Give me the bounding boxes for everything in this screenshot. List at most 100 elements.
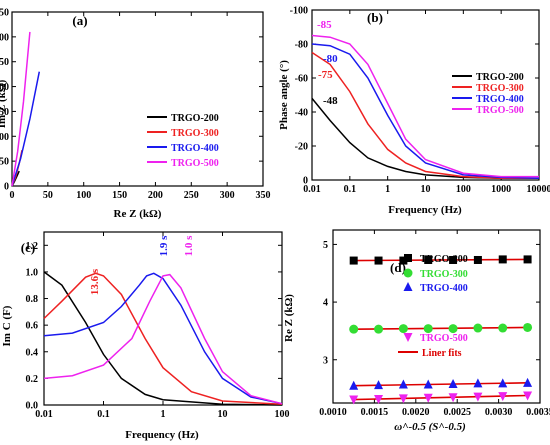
legend-label: TRGO-400 [171,143,219,154]
data-point [498,378,508,388]
data-point [374,394,384,404]
y-tick-label: 250 [0,57,9,68]
y-tick-label: 350 [0,8,9,19]
y-tick-label: -40 [295,108,308,119]
x-tick-label: 0.1 [344,184,357,195]
series-line [311,51,539,180]
data-point [448,393,458,403]
y-tick-label: 300 [0,32,9,43]
x-axis-label: Re Z (kΩ) [114,208,162,220]
data-point [473,378,483,388]
panel-c-frame [43,231,283,406]
data-annotation: 1.0 s [183,235,195,257]
data-point [423,379,433,389]
data-point [374,256,383,265]
x-axis-label: ω^-0.5 (S^-0.5) [394,421,466,433]
data-point [523,322,533,332]
x-tick-label: 100 [275,409,290,420]
data-annotation: -75 [318,69,333,81]
legend-label: TRGO-400 [476,94,524,105]
x-tick-label: 0.0015 [361,407,389,418]
y-tick-label: 1.2 [26,241,39,252]
data-point [498,392,508,402]
data-point [398,324,408,334]
panel-d-frame [332,229,541,404]
legend-label: TRGO-200 [420,254,468,265]
panel-label: (a) [72,13,87,28]
y-tick-label: 100 [0,132,9,143]
x-tick-label: 0.1 [97,409,110,420]
data-point [448,324,458,334]
data-point [448,378,458,388]
data-annotation: -85 [317,19,332,31]
x-tick-label: 0.01 [35,409,53,420]
series-line [43,273,283,405]
legend-label: Liner fits [422,348,462,359]
x-axis-label: Frequency (Hz) [125,429,199,441]
data-point [498,323,508,333]
x-tick-label: 0.01 [303,184,321,195]
data-annotation: 1.9 s [158,235,170,257]
y-tick-label: -20 [295,142,308,153]
data-annotation: -80 [323,53,338,65]
data-point [473,392,483,402]
data-point [374,324,384,334]
fit-line [353,382,528,387]
series-line [311,34,539,178]
y-tick-label: 50 [0,157,9,168]
data-point [398,394,408,404]
y-tick-label: -100 [290,6,308,17]
fit-line [353,258,528,262]
y-tick-label: 0.4 [26,347,39,358]
series-line [43,272,283,406]
y-tick-label: 3 [323,355,328,366]
data-point [523,377,533,387]
y-tick-label: 5 [323,240,328,251]
x-tick-label: 10 [421,184,431,195]
legend-label: TRGO-500 [420,333,468,344]
data-point [399,256,408,265]
x-tick-label: 0.0010 [319,407,347,418]
x-axis-label: Frequency (Hz) [388,204,462,216]
legend-marker [403,282,413,291]
data-point [523,255,532,264]
panel-a-frame [11,11,264,187]
data-point [349,324,359,334]
y-axis-label: Im C (F) [1,305,13,346]
series-line [311,43,540,180]
legend-label: TRGO-300 [171,128,219,139]
x-tick-label: 0.0020 [402,407,430,418]
panel-label: (c) [21,240,35,255]
legend-label: TRGO-200 [171,113,219,124]
legend-label: TRGO-400 [420,283,468,294]
y-tick-label: 1.0 [26,267,39,278]
x-tick-label: 1 [161,409,166,420]
data-point [423,393,433,403]
data-point [349,395,359,405]
x-tick-label: 250 [184,190,199,201]
x-tick-label: 300 [220,190,235,201]
y-tick-label: 0 [4,182,9,193]
legend-label: TRGO-200 [476,72,524,83]
data-point [423,324,433,334]
data-point [424,255,433,264]
x-tick-label: 10000 [527,184,550,195]
y-axis-label: Re Z (kΩ) [283,294,295,342]
data-point [374,380,384,390]
x-tick-label: 0.0030 [485,407,513,418]
y-tick-label: 200 [0,82,9,93]
y-tick-label: 150 [0,107,9,118]
y-tick-label: 0 [303,176,308,187]
legend-marker [403,268,413,278]
data-point [473,323,483,333]
y-axis-label: Phase angle (°) [278,60,290,130]
y-tick-label: 4 [323,298,328,309]
legend-label: TRGO-300 [420,269,468,280]
legend-label: TRGO-300 [476,83,524,94]
x-tick-label: 0.0025 [443,407,471,418]
data-point [398,379,408,389]
x-tick-label: 1 [385,184,390,195]
x-tick-label: 100 [456,184,471,195]
